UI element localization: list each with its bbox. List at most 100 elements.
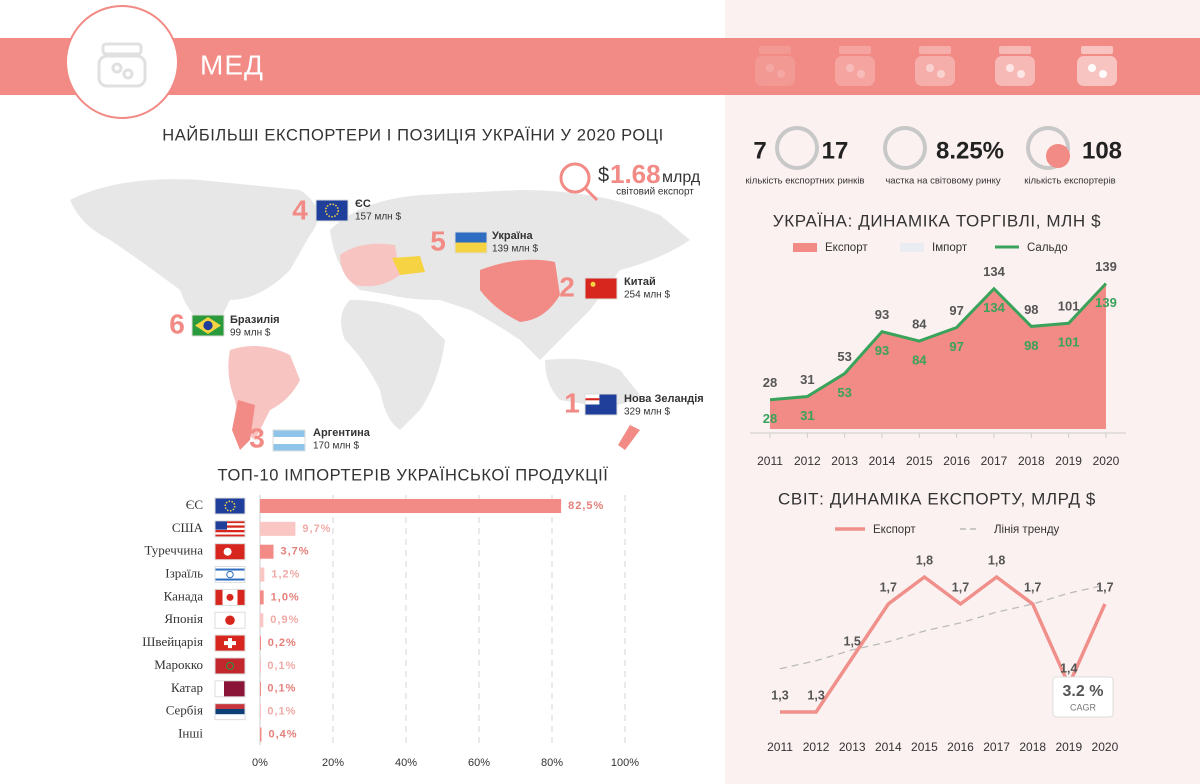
bar	[260, 727, 262, 742]
flag	[214, 588, 246, 606]
map-title: НАЙБІЛЬШІ ЕКСПОРТЕРИ І ПОЗИЦІЯ УКРАЇНИ У…	[162, 125, 664, 144]
value-label: 1,5	[844, 634, 861, 648]
flag-part	[214, 497, 246, 515]
stat-value: 8.25%	[936, 137, 1004, 164]
stat-icon-arrow	[1046, 144, 1070, 168]
value-label: 93	[875, 307, 889, 322]
stat-icon	[1026, 126, 1070, 170]
stat-value: 108	[1082, 137, 1122, 164]
flag-part	[223, 547, 232, 556]
x-tick-label: 100%	[611, 757, 639, 769]
flag-part	[214, 543, 246, 561]
value-label: 9,7%	[302, 523, 331, 535]
flag-part	[272, 429, 306, 452]
flag	[214, 611, 246, 629]
x-tick-label: 2017	[983, 740, 1010, 754]
jar-lid	[839, 46, 871, 54]
line	[780, 574, 1107, 714]
flag-part	[584, 393, 618, 416]
exporter-name: ЄС	[355, 198, 371, 210]
exporter-rank: 6	[169, 308, 185, 339]
flag	[584, 277, 618, 300]
category-label: Катар	[171, 680, 203, 695]
x-tick-label: 2016	[947, 740, 974, 754]
flag-part	[316, 200, 348, 221]
category-label: Ізраїль	[165, 566, 203, 581]
jar-body	[995, 56, 1035, 86]
x-tick-label: 2011	[767, 740, 793, 754]
value-label: 134	[983, 300, 1005, 315]
stat-label: кількість експортних ринків	[746, 176, 865, 187]
legend-label: Лінія тренду	[994, 524, 1060, 536]
flag-part	[585, 398, 600, 401]
flag-part	[203, 320, 213, 331]
jar-dot	[937, 70, 945, 78]
value-label: 84	[912, 353, 927, 368]
category-label: Марокко	[154, 657, 203, 672]
exporter-value: 170 млн $	[313, 441, 359, 452]
jar-body	[835, 56, 875, 86]
value-label: 1,2%	[271, 568, 300, 580]
x-tick-label: 2013	[831, 454, 858, 468]
x-tick-label: 2013	[839, 740, 866, 754]
flag-part	[315, 199, 349, 222]
stat-icon	[775, 126, 819, 170]
flag-part	[215, 529, 245, 533]
flag-part	[215, 708, 245, 715]
trend-line	[779, 584, 1106, 670]
value-label: 0,1%	[267, 706, 296, 718]
flag-part	[214, 634, 246, 652]
world-export-unit: млрд	[662, 169, 701, 186]
value-label: 134	[983, 264, 1005, 279]
legend-label: Імпорт	[932, 242, 968, 254]
value-label: 82,5%	[568, 500, 604, 512]
category-label: Сербія	[166, 703, 203, 718]
value-label: 0,9%	[270, 614, 299, 626]
value-label: 1,7	[1096, 580, 1113, 594]
flag-star	[590, 281, 596, 287]
flag-part	[224, 641, 236, 646]
category-label: Швейцарія	[142, 634, 203, 649]
x-tick-label: 2017	[981, 454, 1008, 468]
value-label: 1,0%	[271, 591, 300, 603]
stat-label: частка на світовому ринку	[885, 176, 1001, 187]
flag-part	[214, 520, 246, 538]
jar-body	[1077, 56, 1117, 86]
category-label: Канада	[164, 588, 204, 603]
exporter-name: Нова Зеландія	[624, 393, 704, 405]
x-tick-label: 2019	[1055, 740, 1082, 754]
exporter-value: 254 млн $	[624, 290, 670, 301]
exporter-rank: 5	[430, 225, 446, 256]
flag-part	[584, 277, 618, 300]
jar-dot	[1088, 64, 1096, 72]
bar	[260, 636, 261, 651]
value-label: 97	[949, 339, 963, 354]
value-label: 84	[912, 317, 927, 332]
x-tick-label: 2019	[1055, 454, 1082, 468]
exporter-name: Україна	[492, 230, 534, 242]
exporter-name: Аргентина	[313, 427, 371, 439]
flag	[214, 634, 246, 652]
jar-lid	[1081, 46, 1113, 54]
flag-part	[214, 566, 246, 584]
flag-part	[191, 314, 225, 337]
bar	[260, 590, 264, 605]
legend-swatch	[900, 243, 924, 252]
value-label: 1,8	[988, 553, 1005, 567]
bar	[260, 704, 261, 719]
flag-part	[214, 657, 246, 675]
flag-part	[215, 498, 245, 514]
stat-value: 17	[822, 137, 849, 164]
value-label: 98	[1024, 302, 1038, 317]
exporter-value: 329 млн $	[624, 407, 670, 418]
flag-part	[225, 661, 235, 670]
line	[769, 282, 1108, 402]
stat-icon	[883, 126, 927, 170]
flag-part	[455, 232, 487, 243]
x-tick-label: 2016	[943, 454, 970, 468]
value-label: 0,1%	[267, 660, 296, 672]
flag	[315, 199, 349, 222]
value-label: 101	[1058, 299, 1080, 314]
x-tick-label: 2012	[803, 740, 830, 754]
flag	[214, 497, 246, 515]
